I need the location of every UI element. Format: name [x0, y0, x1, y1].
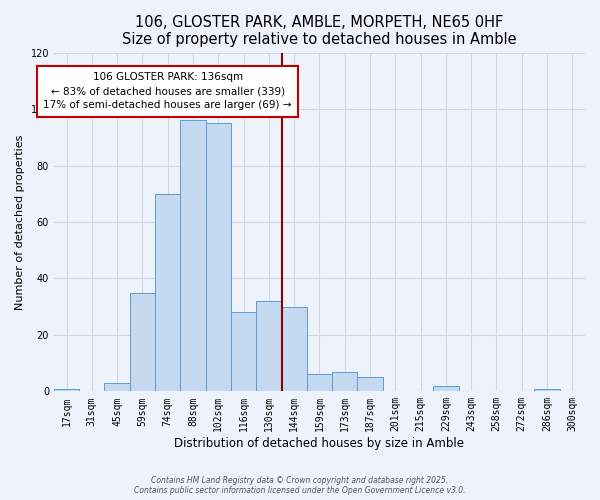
- Bar: [358, 377, 383, 392]
- Bar: [54, 388, 79, 392]
- Bar: [130, 292, 155, 392]
- Bar: [332, 372, 358, 392]
- Bar: [181, 120, 206, 392]
- Bar: [433, 386, 458, 392]
- Bar: [281, 306, 307, 392]
- Bar: [231, 312, 256, 392]
- Bar: [155, 194, 181, 392]
- Bar: [206, 124, 231, 392]
- Text: 106 GLOSTER PARK: 136sqm
← 83% of detached houses are smaller (339)
17% of semi-: 106 GLOSTER PARK: 136sqm ← 83% of detach…: [43, 72, 292, 110]
- Bar: [104, 383, 130, 392]
- Bar: [256, 301, 281, 392]
- Title: 106, GLOSTER PARK, AMBLE, MORPETH, NE65 0HF
Size of property relative to detache: 106, GLOSTER PARK, AMBLE, MORPETH, NE65 …: [122, 15, 517, 48]
- Text: Contains HM Land Registry data © Crown copyright and database right 2025.
Contai: Contains HM Land Registry data © Crown c…: [134, 476, 466, 495]
- Y-axis label: Number of detached properties: Number of detached properties: [15, 134, 25, 310]
- X-axis label: Distribution of detached houses by size in Amble: Distribution of detached houses by size …: [175, 437, 464, 450]
- Bar: [535, 388, 560, 392]
- Bar: [307, 374, 332, 392]
